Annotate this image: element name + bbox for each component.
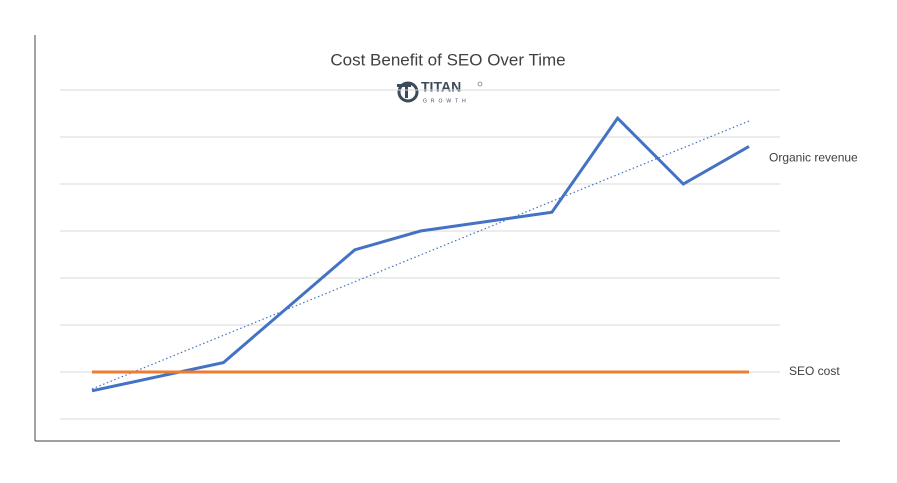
series-label: Organic revenue <box>769 151 858 165</box>
logo-tagline: GROWTH <box>423 98 470 104</box>
logo-icon <box>397 81 419 103</box>
logo-name: TITAN <box>421 79 461 95</box>
logo: TITAN GROWTH <box>397 79 483 104</box>
series-label: SEO cost <box>789 364 840 378</box>
logo-icon-stem <box>405 84 408 98</box>
series-line <box>91 115 750 393</box>
logo-icon-bar <box>397 84 411 87</box>
chart-title: Cost Benefit of SEO Over Time <box>330 50 565 69</box>
logo-registered <box>477 81 483 87</box>
